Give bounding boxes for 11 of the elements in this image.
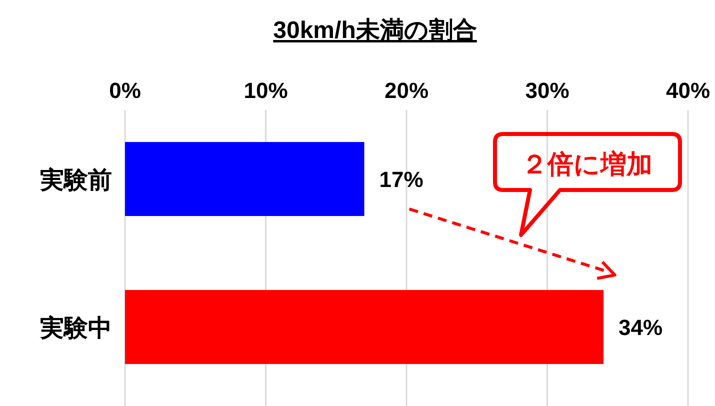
x-tick-label: 20% [384,78,429,103]
y-tick-label: 実験中 [39,314,112,342]
data-label: 17% [379,167,424,192]
data-label: 34% [618,315,663,340]
y-tick-label: 実験前 [39,166,112,194]
title: 30km/h未満の割合 [273,17,477,44]
x-tick-label: 10% [244,78,288,103]
x-tick-label: 40% [666,78,710,103]
annotation: ２倍に増加 [522,149,652,179]
x-tick-label: 30% [525,78,570,103]
x-tick-label: 0% [109,78,141,103]
